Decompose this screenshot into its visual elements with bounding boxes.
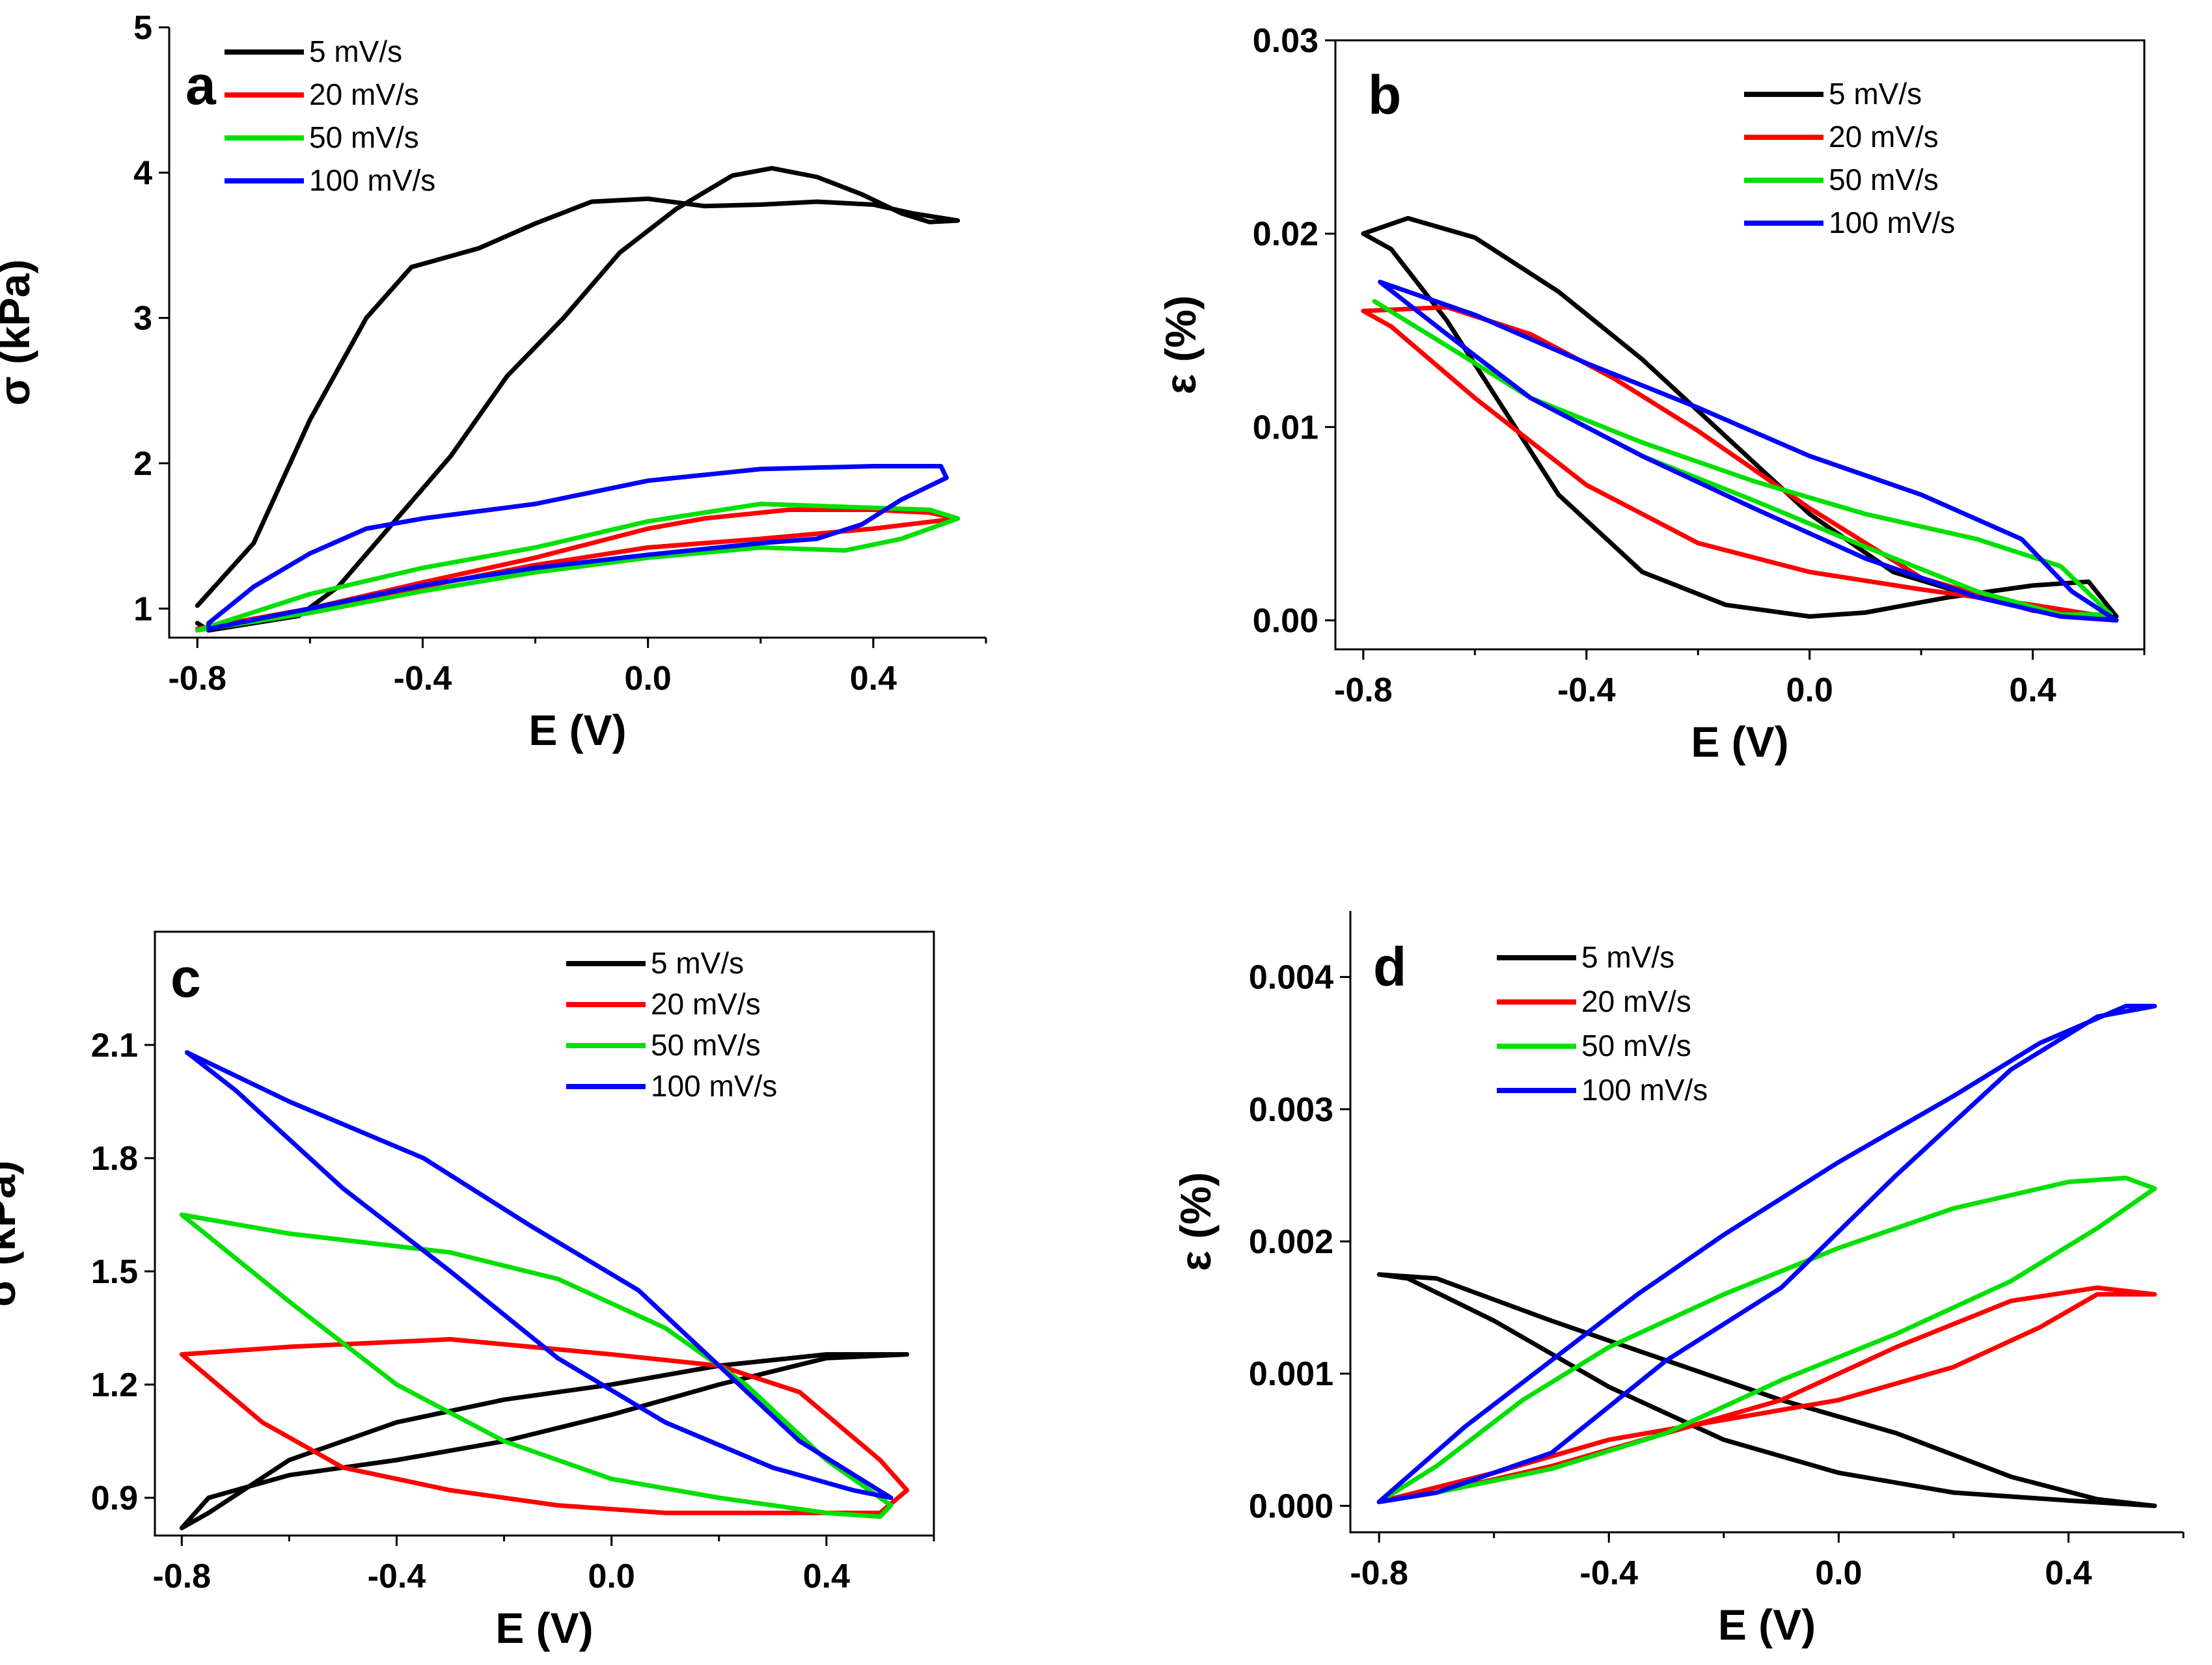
legend-label: 20 mV/s (309, 77, 419, 111)
series-line-20-mv-s (179, 1336, 910, 1515)
x-tick-label: 0.0 (625, 660, 672, 697)
x-tick-label: -0.8 (168, 660, 226, 697)
series-line-50-mv-s (1372, 299, 2114, 617)
legend-label: 20 mV/s (1581, 984, 1691, 1018)
x-tick-label: -0.4 (368, 1558, 426, 1595)
x-tick-label: -0.4 (1579, 1554, 1638, 1592)
x-axis-title: E (V) (528, 706, 626, 754)
axes-frame-c (154, 930, 935, 1537)
x-tick-label: -0.4 (394, 660, 452, 697)
legend-label: 100 mV/s (1581, 1073, 1708, 1107)
series-line-100-mv-s (185, 1050, 894, 1500)
legend-label: 5 mV/s (1829, 77, 1922, 111)
axes-frame-a (168, 27, 986, 639)
legend-label: 100 mV/s (651, 1069, 777, 1103)
y-tick-label: 1 (133, 590, 152, 628)
legend-label: 100 mV/s (1829, 206, 1955, 239)
y-axis-title: ε (%) (1171, 1172, 1220, 1271)
y-tick-label: 3 (133, 300, 152, 338)
x-tick-label: 0.4 (2009, 671, 2056, 709)
legend-label: 5 mV/s (651, 946, 744, 980)
y-tick-label: 1.2 (91, 1366, 138, 1404)
y-tick-label: 0.001 (1249, 1355, 1333, 1393)
panel-letter: a (185, 55, 217, 116)
x-tick-label: 0.0 (1815, 1554, 1862, 1592)
y-tick-label: 5 (133, 9, 152, 47)
series-line-5-mv-s (179, 1352, 910, 1530)
x-axis-title: E (V) (1691, 718, 1788, 766)
legend-label: 20 mV/s (1829, 120, 1939, 154)
x-tick-label: -0.8 (1334, 671, 1393, 709)
x-tick-label: 0.4 (2045, 1554, 2092, 1592)
axes-frame-b (1334, 39, 2146, 651)
x-axis-title: E (V) (495, 1604, 593, 1652)
legend-label: 5 mV/s (309, 34, 402, 68)
x-tick-label: -0.8 (152, 1558, 211, 1595)
x-tick-label: 0.4 (850, 660, 897, 697)
y-tick-label: 2 (133, 445, 152, 483)
y-axis-title: σ (kPa) (0, 1161, 24, 1307)
panel-b: -0.8 -0.4 0.0 0.4 0.00 0.01 0.02 0.03 E (V) ε (%)… (1156, 22, 2146, 766)
x-tick-label: -0.4 (1557, 671, 1616, 709)
series-line-5-mv-s (1361, 215, 2119, 619)
y-tick-label: 0.01 (1253, 409, 1318, 446)
x-tick-label: 0.0 (588, 1558, 635, 1595)
legend-label: 50 mV/s (1581, 1029, 1691, 1063)
y-tick-label: 0.02 (1253, 215, 1318, 253)
y-axis-title: σ (kPa) (0, 260, 38, 406)
x-axis-title: E (V) (1718, 1601, 1816, 1649)
panel-c: -0.8 -0.4 0.0 0.4 0.9 1.2 1.5 1.8 2.1 E (V) σ (kPa… (0, 930, 935, 1652)
series-line-5-mv-s (1376, 1272, 2157, 1508)
x-tick-label: 0.0 (1786, 671, 1833, 709)
series-line-100-mv-s (1376, 1003, 2157, 1504)
series-line-100-mv-s (1378, 279, 2119, 623)
y-tick-label: 4 (133, 154, 152, 192)
legend-label: 20 mV/s (651, 987, 761, 1021)
y-tick-label: 0.03 (1253, 22, 1318, 60)
series-line-50-mv-s (1376, 1175, 2157, 1504)
legend-label: 100 mV/s (309, 163, 435, 197)
x-tick-label: -0.8 (1350, 1554, 1408, 1592)
panel-letter: b (1368, 64, 1401, 126)
y-tick-label: 1.8 (91, 1140, 138, 1178)
legend-label: 50 mV/s (651, 1028, 761, 1062)
y-tick-label: 0.000 (1249, 1487, 1333, 1525)
series-line-100-mv-s (206, 464, 949, 632)
y-tick-label: 0.002 (1249, 1223, 1333, 1261)
panel-letter: d (1373, 936, 1406, 997)
axes-frame-d (1349, 911, 2183, 1534)
panel-a: -0.8 -0.4 0.0 0.4 1 2 3 4 5 E (V) σ (kPa) a 5 mV/s 20… (0, 9, 987, 754)
legend-label: 50 mV/s (1829, 163, 1939, 196)
y-tick-label: 0.004 (1249, 959, 1333, 997)
y-tick-label: 2.1 (91, 1027, 138, 1064)
series-line-50-mv-s (179, 1212, 894, 1519)
y-tick-label: 0.003 (1249, 1091, 1333, 1129)
x-tick-label: 0.4 (803, 1558, 850, 1595)
legend-label: 50 mV/s (309, 120, 419, 154)
legend-label: 5 mV/s (1581, 940, 1674, 974)
panel-letter: c (171, 947, 201, 1008)
y-tick-label: 0.9 (91, 1480, 138, 1517)
y-tick-label: 0.00 (1253, 602, 1318, 640)
series-line-5-mv-s (195, 166, 961, 633)
y-tick-label: 1.5 (91, 1253, 138, 1291)
series-line-50-mv-s (195, 502, 961, 633)
y-axis-title: ε (%) (1156, 295, 1205, 394)
panel-d: -0.8 -0.4 0.0 0.4 0.000 0.001 0.002 0.003 0.004 E… (1171, 911, 2185, 1649)
